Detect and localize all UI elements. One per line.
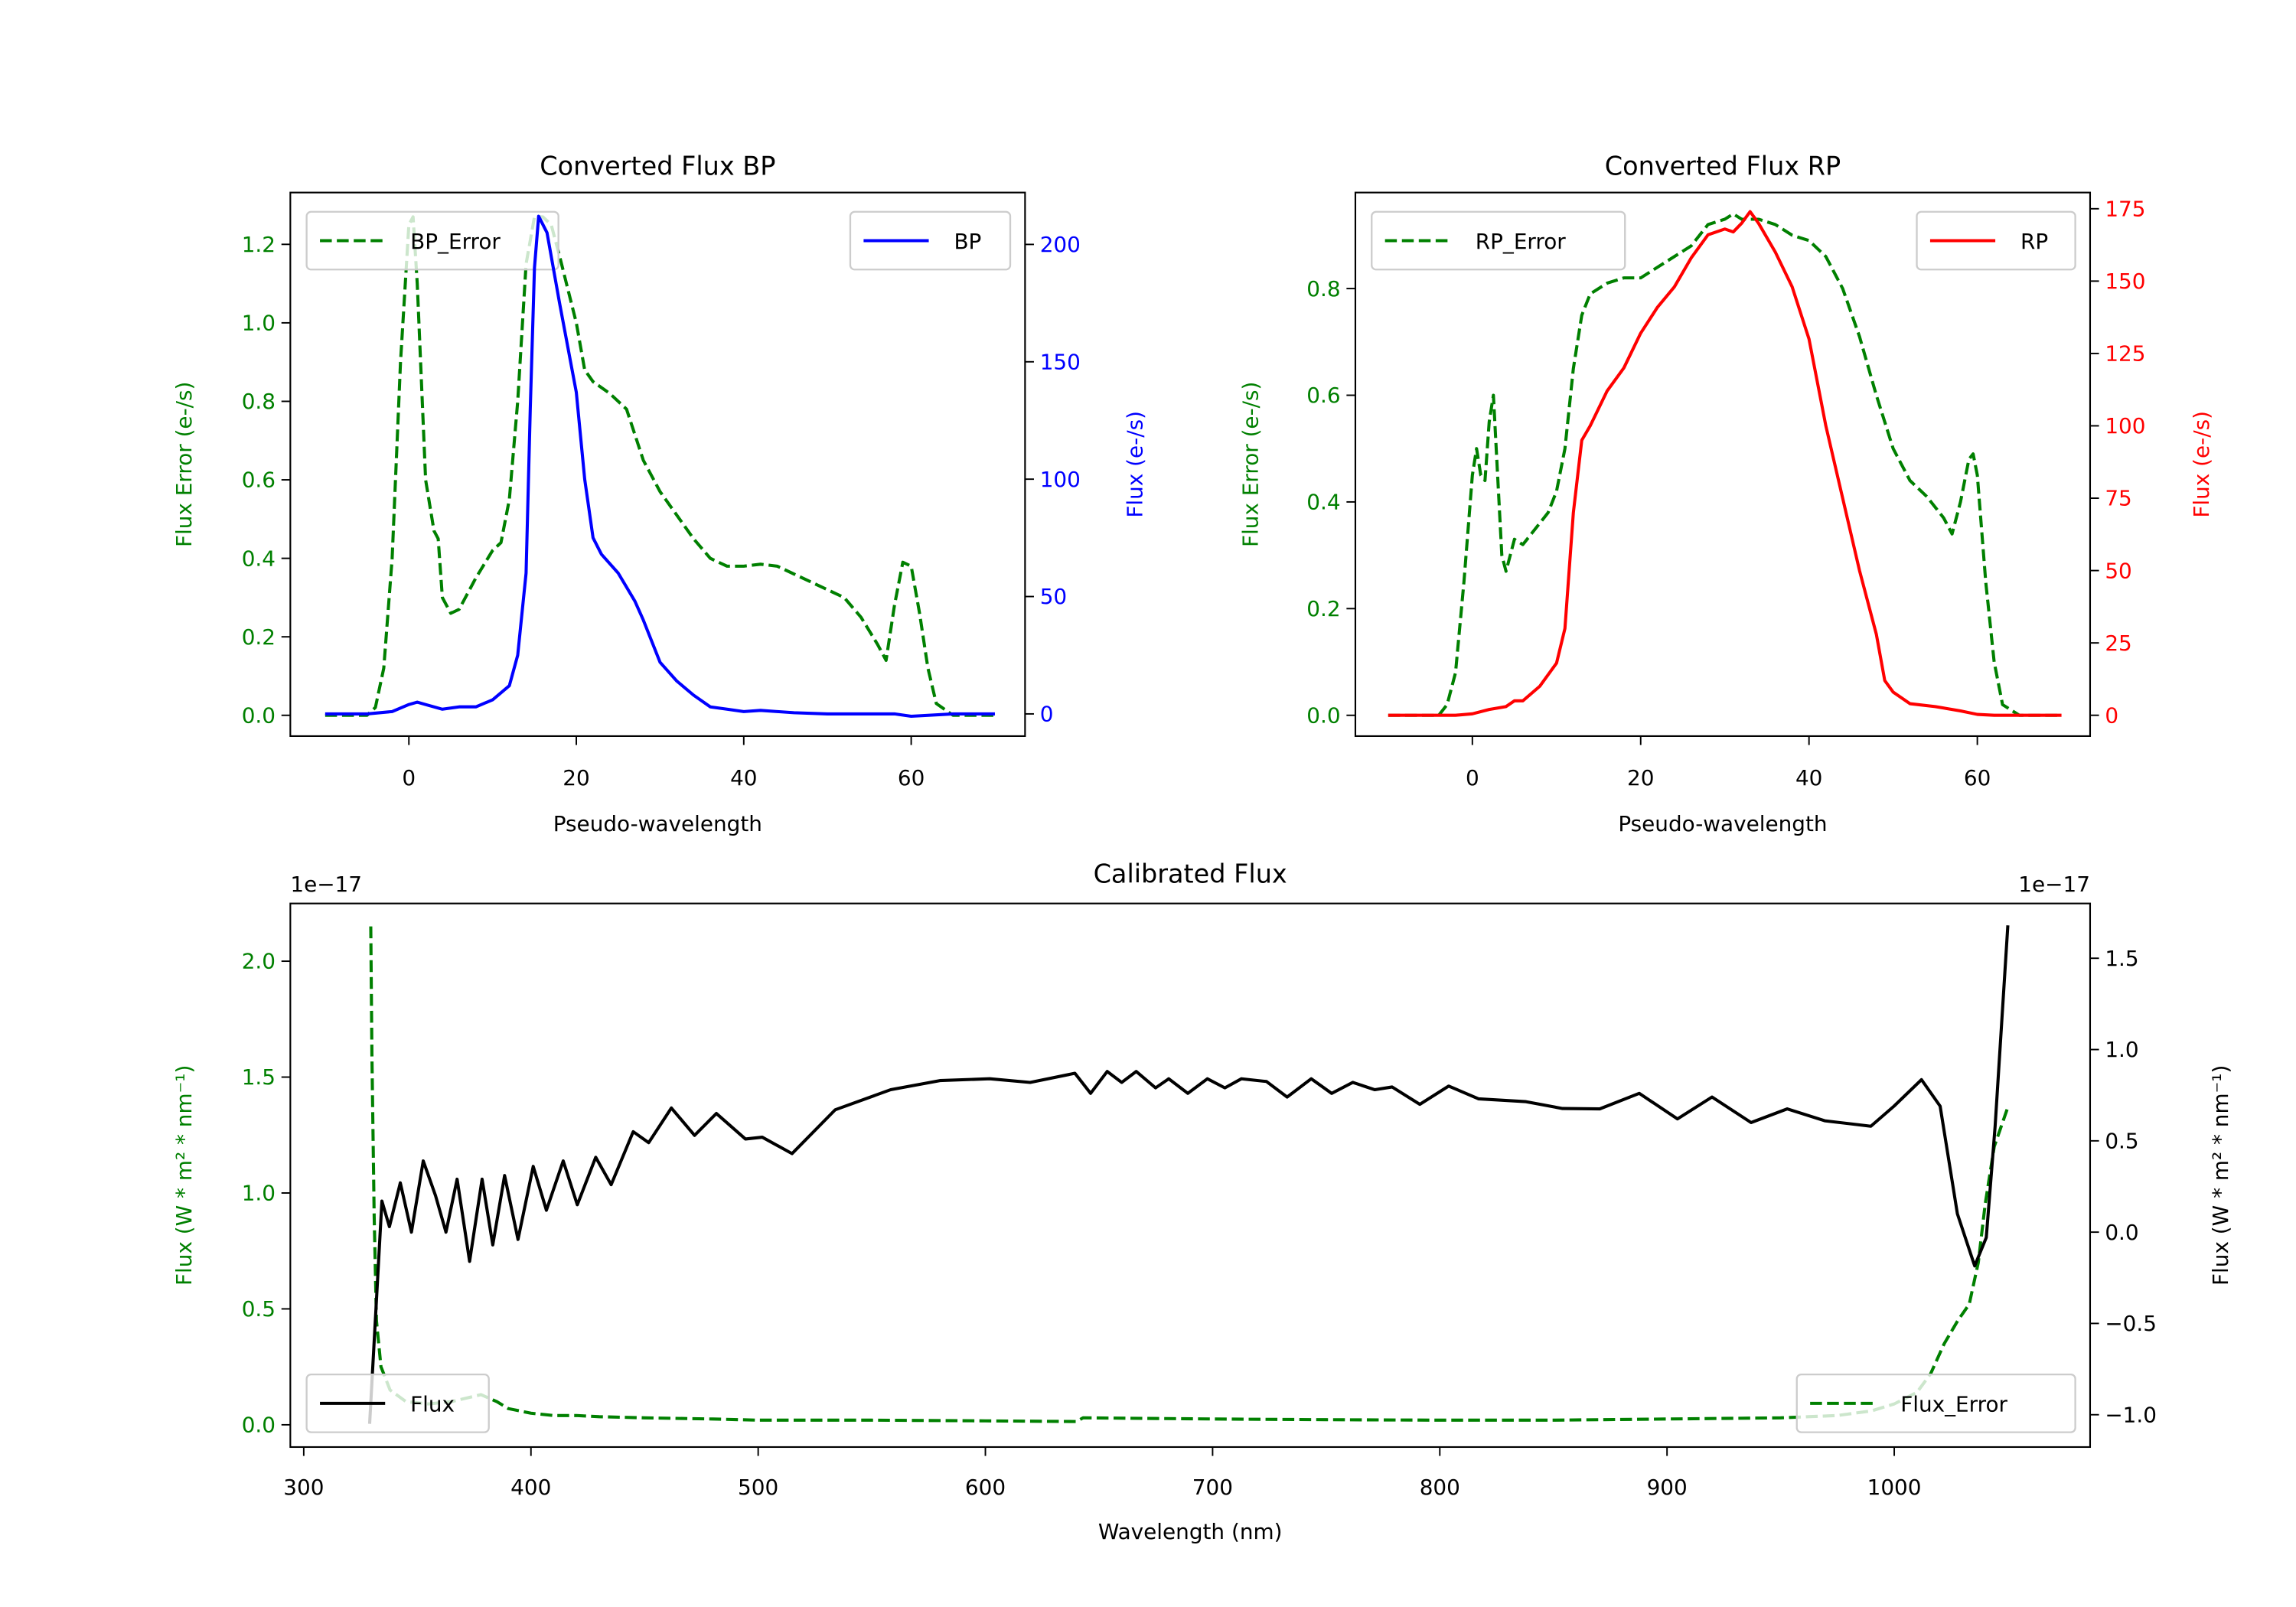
series-line-flux [367, 925, 2010, 1424]
x-axis-label: Wavelength (nm) [1098, 1519, 1283, 1544]
chart-panel-0: Converted Flux BP Pseudo-wavelength Flux E… [171, 151, 1148, 836]
x-tick-label: 60 [898, 765, 925, 790]
axes-frame [289, 902, 2092, 1449]
x-tick-label: 700 [1192, 1475, 1233, 1500]
y-tick-label-left: 1.0 [242, 311, 276, 336]
x-tick-label: 300 [283, 1475, 324, 1500]
axes-frame [289, 191, 1026, 737]
legend-bp: BP [849, 210, 1012, 271]
x-tick-label: 1000 [1867, 1475, 1922, 1500]
y-tick-label-right: 100 [2105, 413, 2145, 438]
chart-title: Converted Flux BP [540, 151, 775, 181]
y-tick-label-left: 0.8 [1306, 276, 1340, 302]
y-tick-label-right: 50 [1040, 584, 1067, 609]
legend-box [1795, 1373, 2076, 1433]
y-tick-label-left: 0.8 [242, 389, 276, 414]
y-tick-label-right: 150 [1040, 349, 1081, 374]
x-tick-label: 0 [1466, 765, 1479, 790]
y-tick-label-right: 75 [2105, 486, 2131, 511]
y-tick-label-right: −1.0 [2105, 1402, 2157, 1427]
legend-label: BP_Error [410, 229, 501, 254]
legend-box [849, 210, 1012, 271]
legend-label: BP [954, 229, 981, 254]
y-tick-label-right: 1.0 [2105, 1037, 2138, 1062]
chart-title: Calibrated Flux [1094, 859, 1287, 889]
y-offset-right: 1e−17 [2018, 872, 2090, 897]
x-axis-label: Pseudo-wavelength [1618, 811, 1827, 836]
y-tick-label-right: 150 [2105, 269, 2145, 294]
legend-label: Flux [410, 1392, 455, 1417]
y-tick-label-left: 0.0 [242, 702, 276, 728]
y-tick-label-right: 1.5 [2105, 946, 2138, 971]
legend-rp: RP [1916, 210, 2076, 271]
series-line-bp [325, 214, 995, 719]
chart-title: Converted Flux RP [1605, 151, 1841, 181]
y-axis-label-right: Flux (W * m² * nm⁻¹) [2208, 1065, 2233, 1286]
legend-label: Flux_Error [1900, 1392, 2007, 1417]
x-tick-label: 0 [402, 765, 416, 790]
y-tick-label-right: −0.5 [2105, 1311, 2157, 1336]
y-offset-left: 1e−17 [290, 872, 362, 897]
y-axis-label-right: Flux (e-/s) [1123, 411, 1148, 518]
x-axis-label: Pseudo-wavelength [553, 811, 762, 836]
y-tick-label-left: 2.0 [242, 949, 276, 974]
y-tick-label-right: 25 [2105, 631, 2131, 656]
legend-flux: Flux [305, 1373, 490, 1433]
legend-flux-error: Flux_Error [1795, 1373, 2076, 1433]
y-axis-label-right: Flux (e-/s) [2189, 411, 2214, 518]
y-axis-label-left: Flux Error (e-/s) [171, 382, 197, 547]
y-tick-label-left: 0.5 [242, 1296, 276, 1322]
legend-label: RP_Error [1476, 229, 1567, 254]
y-tick-label-left: 0.6 [1306, 383, 1340, 408]
y-tick-label-left: 0.4 [1306, 490, 1340, 515]
y-tick-label-left: 0.0 [1306, 702, 1340, 728]
axes-frame [1354, 191, 2092, 737]
y-tick-label-right: 0.0 [2105, 1220, 2138, 1245]
x-tick-label: 800 [1420, 1475, 1460, 1500]
x-tick-label: 60 [1964, 765, 1991, 790]
y-tick-label-right: 100 [1040, 467, 1081, 492]
legend-label: RP [2020, 229, 2048, 254]
x-tick-label: 20 [563, 765, 589, 790]
y-tick-label-left: 0.0 [242, 1413, 276, 1438]
y-tick-label-right: 0.5 [2105, 1129, 2138, 1154]
y-tick-label-right: 125 [2105, 341, 2145, 367]
y-tick-label-left: 1.5 [242, 1064, 276, 1090]
legend-bp-error: BP_Error [305, 210, 559, 271]
x-tick-label: 40 [730, 765, 757, 790]
chart-panel-2: Calibrated Flux Wavelength (nm) Flux (W * … [171, 859, 2233, 1544]
x-tick-label: 400 [510, 1475, 551, 1500]
y-tick-label-right: 0 [1040, 702, 1054, 727]
y-tick-label-left: 1.0 [242, 1181, 276, 1206]
y-tick-label-right: 50 [2105, 558, 2131, 583]
series-line-rp [1388, 210, 2062, 717]
y-tick-label-right: 200 [1040, 232, 1081, 257]
series-line-rp-error [1388, 212, 2062, 717]
y-tick-label-left: 0.2 [242, 624, 276, 650]
legend-box [1916, 210, 2076, 271]
legend-rp-error: RP_Error [1371, 210, 1626, 271]
y-tick-label-left: 0.2 [1306, 596, 1340, 621]
y-tick-label-left: 0.4 [242, 546, 276, 571]
x-tick-label: 900 [1647, 1475, 1688, 1500]
chart-panel-1: Converted Flux RP Pseudo-wavelength Flux E… [1238, 151, 2214, 836]
y-tick-label-right: 0 [2105, 702, 2118, 728]
y-tick-label-left: 0.6 [242, 468, 276, 493]
legend-box [305, 210, 559, 271]
y-axis-label-left: Flux Error (e-/s) [1238, 382, 1263, 547]
legend-box [1371, 210, 1626, 271]
x-tick-label: 40 [1795, 765, 1822, 790]
legend-box [305, 1373, 490, 1433]
x-tick-label: 600 [965, 1475, 1006, 1500]
y-tick-label-left: 1.2 [242, 232, 276, 257]
series-line-bp-error [325, 215, 995, 717]
x-tick-label: 500 [738, 1475, 778, 1500]
y-axis-label-left: Flux (W * m² * nm⁻¹) [171, 1065, 197, 1286]
y-tick-label-right: 175 [2105, 196, 2145, 221]
x-tick-label: 20 [1627, 765, 1654, 790]
